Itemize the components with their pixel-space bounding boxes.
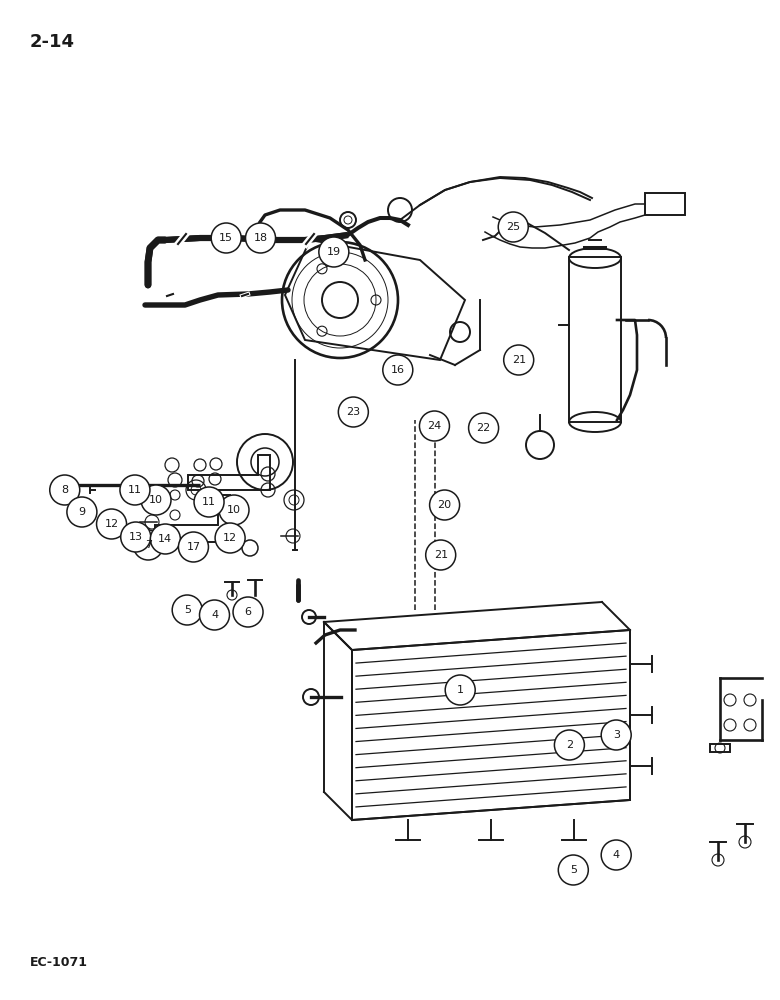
Circle shape	[120, 475, 150, 505]
Bar	[569, 257, 621, 422]
Circle shape	[558, 855, 588, 885]
Circle shape	[426, 540, 456, 570]
Circle shape	[97, 509, 126, 539]
Text: 4: 4	[612, 850, 620, 860]
Circle shape	[498, 212, 528, 242]
Text: 5: 5	[184, 605, 190, 615]
Circle shape	[445, 675, 475, 705]
Text: 3: 3	[613, 730, 619, 740]
Text: 10: 10	[149, 495, 163, 505]
Circle shape	[430, 490, 459, 520]
Circle shape	[215, 523, 245, 553]
Circle shape	[469, 413, 498, 443]
Text: 6: 6	[245, 607, 251, 617]
Circle shape	[420, 411, 449, 441]
Circle shape	[211, 223, 241, 253]
Circle shape	[172, 595, 202, 625]
Circle shape	[504, 345, 534, 375]
Text: 11: 11	[202, 497, 216, 507]
Text: 22: 22	[477, 423, 491, 433]
Text: 17: 17	[186, 542, 200, 552]
Circle shape	[383, 355, 413, 385]
Text: 11: 11	[128, 485, 142, 495]
Circle shape	[121, 522, 151, 552]
Circle shape	[141, 485, 171, 515]
Text: EC-1071: EC-1071	[30, 956, 88, 968]
Bar	[645, 193, 685, 215]
Circle shape	[179, 532, 208, 562]
Text: 24: 24	[427, 421, 441, 431]
Text: 25: 25	[506, 222, 520, 232]
Text: 13: 13	[129, 532, 143, 542]
Text: 23: 23	[346, 407, 360, 417]
Circle shape	[219, 495, 249, 525]
Text: 12: 12	[105, 519, 119, 529]
Text: 2: 2	[566, 740, 573, 750]
Text: 18: 18	[254, 233, 268, 243]
Circle shape	[555, 730, 584, 760]
Circle shape	[246, 223, 275, 253]
Circle shape	[67, 497, 97, 527]
Text: 15: 15	[219, 233, 233, 243]
Circle shape	[133, 530, 163, 560]
Bar	[710, 744, 730, 752]
Circle shape	[50, 475, 80, 505]
Text: 21: 21	[512, 355, 526, 365]
Text: 10: 10	[227, 505, 241, 515]
Circle shape	[233, 597, 263, 627]
Text: 16: 16	[391, 365, 405, 375]
Circle shape	[339, 397, 368, 427]
Text: 21: 21	[434, 550, 448, 560]
Circle shape	[151, 524, 180, 554]
Text: 7: 7	[144, 540, 152, 550]
Text: 14: 14	[158, 534, 172, 544]
Text: 20: 20	[438, 500, 452, 510]
Circle shape	[601, 840, 631, 870]
Text: 5: 5	[570, 865, 576, 875]
Text: 19: 19	[327, 247, 341, 257]
Circle shape	[194, 487, 224, 517]
Text: 2-14: 2-14	[30, 33, 75, 51]
Text: 8: 8	[61, 485, 69, 495]
Text: 4: 4	[211, 610, 218, 620]
Text: 1: 1	[457, 685, 463, 695]
Circle shape	[601, 720, 631, 750]
Text: 9: 9	[78, 507, 86, 517]
Circle shape	[200, 600, 229, 630]
Circle shape	[319, 237, 349, 267]
Text: 12: 12	[223, 533, 237, 543]
